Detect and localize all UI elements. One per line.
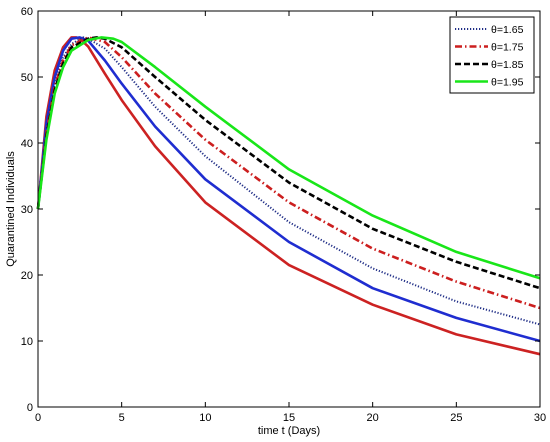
x-tick-label: 25: [450, 412, 462, 424]
x-tick-label: 5: [119, 412, 125, 424]
x-tick-label: 30: [534, 412, 546, 424]
series-layer: [36, 36, 541, 356]
legend: θ=1.65 θ=1.75 θ=1.85 θ=1.95: [449, 16, 535, 94]
x-tick-label: 15: [283, 412, 295, 424]
series-line-4: [36, 36, 541, 310]
y-axis-label: Quarantined Individuals: [5, 151, 17, 267]
legend-label: θ=1.95: [491, 77, 524, 89]
legend-label: θ=1.75: [491, 42, 524, 54]
y-tick-labels: 0 10 20 30 40 50 60: [21, 6, 33, 414]
x-tick-label: 20: [367, 412, 379, 424]
legend-label: θ=1.65: [491, 24, 524, 36]
x-tick-label: 10: [199, 412, 211, 424]
series-line-2: [36, 36, 541, 343]
x-tick-label: 0: [35, 412, 41, 424]
series-line-1: [36, 36, 541, 356]
y-tick-label: 40: [21, 138, 33, 150]
y-tick-label: 10: [21, 336, 33, 348]
x-axis-label: time t (Days): [258, 425, 320, 437]
y-tick-label: 60: [21, 6, 33, 18]
y-tick-label: 50: [21, 72, 33, 84]
series-line-6: [36, 36, 541, 280]
axes: [37, 10, 541, 408]
legend-label: θ=1.85: [491, 59, 524, 71]
y-tick-label: 30: [21, 204, 33, 216]
y-tick-label: 0: [27, 402, 33, 414]
y-tick-label: 20: [21, 270, 33, 282]
x-tick-labels: 0 5 10 15 20 25 30: [35, 412, 546, 424]
